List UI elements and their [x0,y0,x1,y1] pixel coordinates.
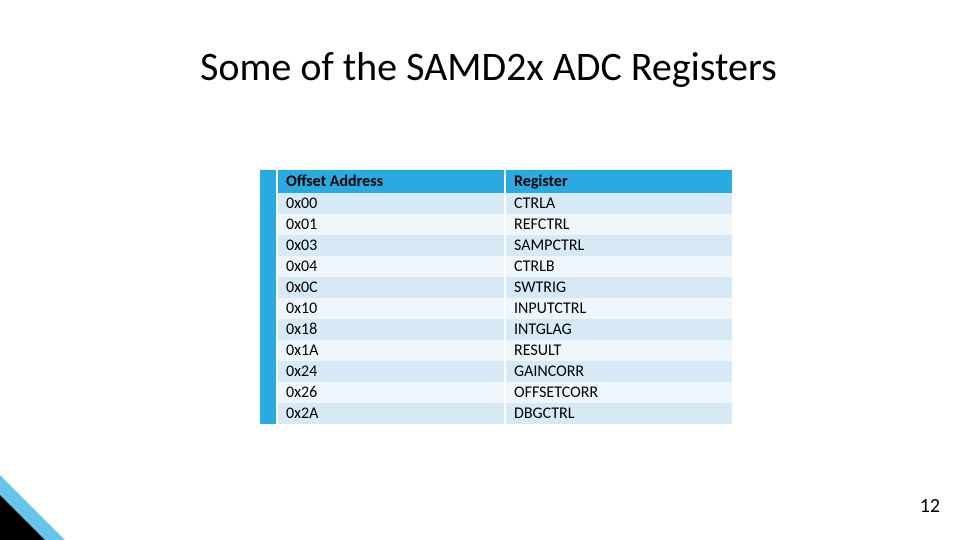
table-row: 0x10INPUTCTRL [277,298,733,319]
registers-table: Offset Address Register 0x00CTRLA 0x01RE… [276,170,734,424]
cell-register: SWTRIG [505,277,733,298]
cell-offset: 0x04 [277,256,505,277]
corner-accent [0,470,70,540]
table-row: 0x2ADBGCTRL [277,403,733,424]
col-header-offset: Offset Address [277,170,505,193]
cell-offset: 0x03 [277,235,505,256]
slide-title: Some of the SAMD2x ADC Registers [200,42,777,91]
table-row: 0x26OFFSETCORR [277,382,733,403]
cell-offset: 0x01 [277,214,505,235]
cell-offset: 0x10 [277,298,505,319]
cell-register: DBGCTRL [505,403,733,424]
cell-offset: 0x2A [277,403,505,424]
col-header-register: Register [505,170,733,193]
cell-register: CTRLB [505,256,733,277]
cell-register: RESULT [505,340,733,361]
table-row: 0x01REFCTRL [277,214,733,235]
cell-offset: 0x24 [277,361,505,382]
table-row: 0x18INTGLAG [277,319,733,340]
corner-triangle-black [0,495,45,540]
table-row: 0x0CSWTRIG [277,277,733,298]
cell-register: INTGLAG [505,319,733,340]
table-row: 0x1ARESULT [277,340,733,361]
cell-register: GAINCORR [505,361,733,382]
table-header-row: Offset Address Register [277,170,733,193]
cell-offset: 0x26 [277,382,505,403]
cell-register: OFFSETCORR [505,382,733,403]
table-row: 0x04CTRLB [277,256,733,277]
page-number: 12 [920,494,940,518]
cell-register: CTRLA [505,193,733,214]
cell-offset: 0x1A [277,340,505,361]
registers-table-container: Offset Address Register 0x00CTRLA 0x01RE… [260,170,734,424]
table-accent-bar [260,170,276,424]
cell-register: SAMPCTRL [505,235,733,256]
cell-offset: 0x0C [277,277,505,298]
cell-register: INPUTCTRL [505,298,733,319]
cell-register: REFCTRL [505,214,733,235]
cell-offset: 0x18 [277,319,505,340]
table-row: 0x03SAMPCTRL [277,235,733,256]
table-row: 0x00CTRLA [277,193,733,214]
cell-offset: 0x00 [277,193,505,214]
table-row: 0x24GAINCORR [277,361,733,382]
